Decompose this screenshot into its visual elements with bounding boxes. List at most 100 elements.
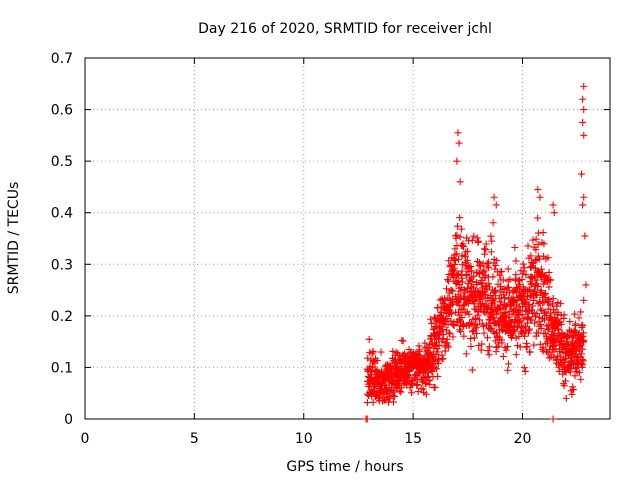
data-point (369, 363, 377, 371)
data-point (408, 389, 416, 397)
data-point (428, 320, 436, 328)
data-point (520, 364, 528, 372)
data-point (569, 386, 577, 394)
data-point (503, 284, 511, 292)
data-point (460, 301, 468, 309)
data-point (399, 369, 407, 377)
data-point (453, 231, 461, 239)
data-point (485, 351, 493, 359)
data-point (571, 328, 579, 336)
data-point (474, 237, 482, 245)
data-point (580, 131, 588, 139)
data-point (458, 274, 466, 282)
y-tick-label: 0 (64, 412, 73, 428)
y-tick-label: 0.5 (51, 154, 73, 170)
data-point (544, 326, 552, 334)
data-point (389, 391, 397, 399)
data-point (459, 243, 467, 251)
data-point (579, 118, 587, 126)
data-point (544, 305, 552, 313)
data-point (547, 276, 555, 284)
data-point (439, 331, 447, 339)
data-point (575, 369, 583, 377)
data-point (512, 271, 520, 279)
data-point (403, 378, 411, 386)
data-point (470, 272, 478, 280)
data-point (519, 270, 527, 278)
data-point (457, 306, 465, 314)
data-point (470, 334, 478, 342)
data-point (498, 339, 506, 347)
data-point (522, 271, 530, 279)
data-point (422, 380, 430, 388)
data-point (473, 330, 481, 338)
data-point (480, 268, 488, 276)
data-point (535, 313, 543, 321)
data-point (464, 247, 472, 255)
data-point (444, 276, 452, 284)
data-point (479, 322, 487, 330)
data-point (524, 242, 532, 250)
data-point (578, 170, 586, 178)
data-point (568, 390, 576, 398)
data-point (575, 314, 583, 322)
data-point (537, 305, 545, 313)
data-point (512, 351, 520, 359)
data-point (454, 277, 462, 285)
data-points (362, 82, 590, 423)
data-point (537, 325, 545, 333)
data-point (392, 348, 400, 356)
data-point (389, 398, 397, 406)
data-point (561, 359, 569, 367)
data-point (516, 343, 524, 351)
data-point (534, 186, 542, 194)
data-point (464, 256, 472, 264)
data-point (536, 340, 544, 348)
data-point (490, 193, 498, 201)
data-point (533, 276, 541, 284)
data-point (530, 341, 538, 349)
data-point (443, 335, 451, 343)
data-point (554, 308, 562, 316)
data-point (414, 388, 422, 396)
data-point (580, 106, 588, 114)
data-point (560, 382, 568, 390)
data-point (465, 310, 473, 318)
data-point (373, 357, 381, 365)
data-point (566, 318, 574, 326)
y-tick-label: 0.6 (51, 103, 73, 119)
data-point (549, 415, 557, 423)
data-point (525, 326, 533, 334)
data-point (545, 268, 553, 276)
data-point (475, 342, 483, 350)
data-point (519, 260, 527, 268)
x-tick-label: 20 (514, 431, 532, 447)
data-point (434, 304, 442, 312)
data-point (443, 342, 451, 350)
data-point (523, 343, 531, 351)
data-point (492, 261, 500, 269)
data-point (421, 379, 429, 387)
data-point (456, 214, 464, 222)
data-point (557, 320, 565, 328)
data-point (449, 287, 457, 295)
x-axis-label: GPS time / hours (286, 459, 403, 475)
data-point (455, 139, 463, 147)
x-tick-label: 15 (404, 431, 422, 447)
data-point (547, 309, 555, 317)
data-point (536, 255, 544, 263)
data-point (453, 250, 461, 258)
data-point (452, 234, 460, 242)
data-point (518, 324, 526, 332)
data-point (510, 322, 518, 330)
data-point (527, 263, 535, 271)
data-point (476, 296, 484, 304)
data-point (521, 332, 529, 340)
data-point (396, 387, 404, 395)
data-point (473, 234, 481, 242)
data-point (562, 394, 570, 402)
data-point (525, 325, 533, 333)
data-point (493, 257, 501, 265)
data-point (491, 337, 499, 345)
data-point (448, 310, 456, 318)
